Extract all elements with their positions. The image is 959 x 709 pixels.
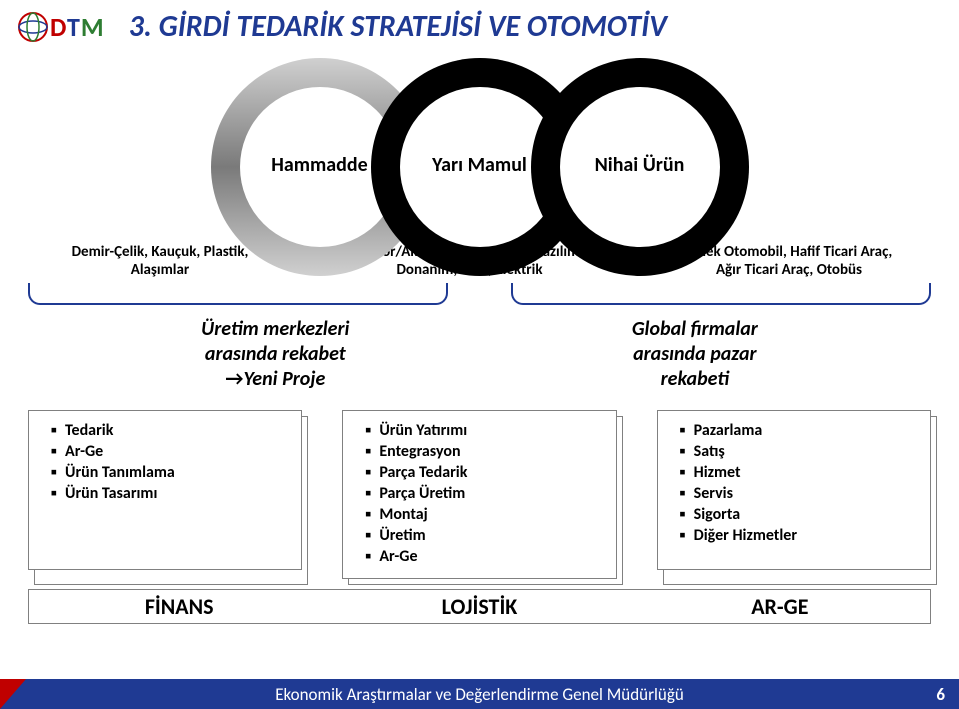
cards-row: TedarikAr-GeÜrün TanımlamaÜrün Tasarımı … xyxy=(0,410,959,579)
card-center: Ürün Yatırımı Entegrasyon Parça Tedarik Par… xyxy=(342,410,616,579)
card-item: Servis xyxy=(680,484,916,503)
card-item: Montaj xyxy=(365,505,601,524)
mid-box-left: Üretim merkezleriarasında rekabet→Yeni P… xyxy=(201,317,349,392)
footer-triangle-icon xyxy=(0,679,26,709)
card-right: Pazarlama Satış Hizmet Servis Sigorta Diğer H… xyxy=(657,410,931,579)
logo-text: DTM xyxy=(50,11,105,43)
mid-box-right: Global firmalararasında pazarrekabeti xyxy=(632,317,758,392)
card-item: Ürün Tanımlama xyxy=(51,463,287,482)
rings-diagram: Hammadde Yarı Mamul Nihai Ürün xyxy=(0,57,959,237)
card-item: Satış xyxy=(680,442,916,461)
header: DTM 3. GİRDİ TEDARİK STRATEJİSİ VE OTOMO… xyxy=(0,0,959,49)
card-item: Hizmet xyxy=(680,463,916,482)
fin-cell-1: LOJİSTİK xyxy=(329,590,629,623)
card-item: Pazarlama xyxy=(680,421,916,440)
ring-right: Nihai Ürün xyxy=(530,57,750,277)
card-item: Ar-Ge xyxy=(51,442,287,461)
logo-globe-icon xyxy=(16,10,50,44)
card-item: Tedarik xyxy=(51,421,287,440)
card-item: Ürün Tasarımı xyxy=(51,484,287,503)
card-item: Diğer Hizmetler xyxy=(680,526,916,545)
page-title: 3. GİRDİ TEDARİK STRATEJİSİ VE OTOMOTİV xyxy=(129,8,667,45)
logo: DTM xyxy=(16,10,105,44)
card-item: Sigorta xyxy=(680,505,916,524)
footer-text: Ekonomik Araştırmalar ve Değerlendirme G… xyxy=(275,684,684,705)
footer-bar: Ekonomik Araştırmalar ve Değerlendirme G… xyxy=(0,679,959,709)
card-item: Parça Üretim xyxy=(365,484,601,503)
card-left: Tedarik Ar-Ge Ürün Tanımlama Ürün Tasarımı xyxy=(28,410,302,579)
card-item: Parça Tedarik xyxy=(365,463,601,482)
bracket-left xyxy=(28,283,448,305)
card-item: Ürün Yatırımı xyxy=(365,421,601,440)
card-item: Ar-Ge xyxy=(365,547,601,566)
card-item: Entegrasyon xyxy=(365,442,601,461)
bracket-right xyxy=(511,283,931,305)
fin-cell-0: FİNANS xyxy=(29,590,329,623)
finance-bar: FİNANS LOJİSTİK AR-GE xyxy=(28,589,931,624)
card-item: Üretim xyxy=(365,526,601,545)
brackets-row xyxy=(0,283,959,305)
mid-row: Üretim merkezleriarasında rekabet→Yeni P… xyxy=(0,317,959,392)
page-number: 6 xyxy=(936,684,945,705)
fin-cell-2: AR-GE xyxy=(630,590,930,623)
